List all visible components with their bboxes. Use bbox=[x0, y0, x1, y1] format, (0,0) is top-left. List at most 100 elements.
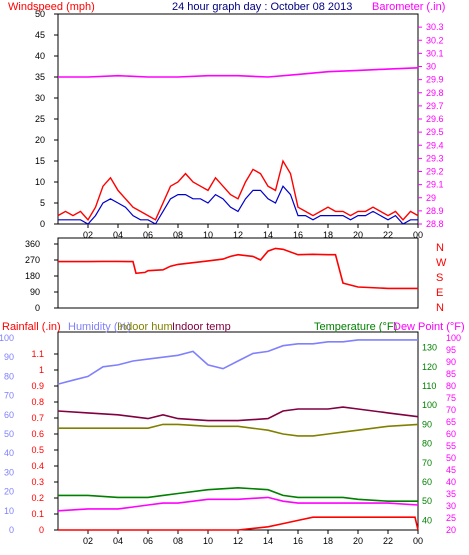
thr-xtick-label: 16 bbox=[293, 536, 303, 546]
thr-xtick-label: 22 bbox=[383, 536, 393, 546]
dewpoint-ytick-label: 30 bbox=[446, 501, 456, 511]
baro-ytick-label: 29.3 bbox=[426, 153, 444, 163]
rain-ytick-label: 0.7 bbox=[31, 413, 44, 423]
wind-xtick-label: 04 bbox=[113, 230, 123, 240]
temp-ytick-label: 80 bbox=[422, 439, 432, 449]
wind-ytick-label: 40 bbox=[35, 51, 45, 61]
rain-ytick-label: 0.1 bbox=[31, 509, 44, 519]
wind-xtick-label: 20 bbox=[353, 230, 363, 240]
thr-xtick-label: 08 bbox=[173, 536, 183, 546]
humidity-ytick-label: 80 bbox=[4, 371, 14, 381]
thr-xtick-label: 10 bbox=[203, 536, 213, 546]
temp-ytick-label: 130 bbox=[422, 343, 437, 353]
compass-label: E bbox=[436, 287, 443, 299]
baro-ytick-label: 28.8 bbox=[426, 219, 444, 229]
direction-line bbox=[58, 247, 418, 290]
wind-ytick-label: 30 bbox=[35, 93, 45, 103]
humidity-ytick-label: 0 bbox=[9, 525, 14, 535]
thr-xtick-label: 04 bbox=[113, 536, 123, 546]
dir-ytick-label: 270 bbox=[25, 255, 40, 265]
wind-xtick-label: 18 bbox=[323, 230, 333, 240]
humidity-ytick-label: 60 bbox=[4, 410, 14, 420]
dir-ytick-label: 90 bbox=[30, 287, 40, 297]
humidity-ytick-label: 10 bbox=[4, 506, 14, 516]
dir-ytick-label: 180 bbox=[25, 271, 40, 281]
wind-ytick-label: 10 bbox=[35, 177, 45, 187]
wind-xtick-label: 16 bbox=[293, 230, 303, 240]
baro-ytick-label: 29.4 bbox=[426, 140, 444, 150]
wind-ytick-label: 35 bbox=[35, 72, 45, 82]
compass-label: S bbox=[436, 272, 443, 284]
baro-ytick-label: 29.5 bbox=[426, 127, 444, 137]
rain-line bbox=[58, 516, 419, 531]
baro-ytick-label: 30.3 bbox=[426, 22, 444, 32]
indoor-temp-line bbox=[57, 406, 419, 422]
dewpoint-ytick-label: 60 bbox=[446, 429, 456, 439]
rain-ytick-label: 0.9 bbox=[31, 381, 44, 391]
temperature-line bbox=[58, 486, 418, 503]
humidity-ytick-label: 40 bbox=[4, 448, 14, 458]
baro-ytick-label: 29 bbox=[426, 193, 436, 203]
indoor-hum-line bbox=[58, 423, 419, 437]
indoor-hum-label: Indoor hum bbox=[117, 321, 173, 333]
baro-ytick-label: 29.2 bbox=[426, 167, 444, 177]
dewpoint-ytick-label: 25 bbox=[446, 513, 456, 523]
humidity-label: Humidity (%) bbox=[68, 321, 131, 333]
temp-ytick-label: 40 bbox=[422, 515, 432, 525]
wind-ytick-label: 20 bbox=[35, 135, 45, 145]
thr-xtick-label: 02 bbox=[83, 536, 93, 546]
rain-ytick-label: 0.5 bbox=[31, 445, 44, 455]
rain-ytick-label: 0.3 bbox=[31, 477, 44, 487]
wind-xtick-label: 14 bbox=[263, 230, 273, 240]
compass-label: W bbox=[436, 257, 447, 269]
wind-ytick-label: 5 bbox=[40, 198, 45, 208]
temp-ytick-label: 50 bbox=[422, 496, 432, 506]
rain-ytick-label: 1 bbox=[39, 365, 44, 375]
humidity-ytick-label: 70 bbox=[4, 391, 14, 401]
dewpoint-ytick-label: 90 bbox=[446, 357, 456, 367]
wind-xtick-label: 22 bbox=[383, 230, 393, 240]
compass-label: N bbox=[436, 302, 444, 314]
dewpoint-ytick-label: 100 bbox=[446, 333, 461, 343]
baro-ytick-label: 30.1 bbox=[426, 48, 444, 58]
temperature-label: Temperature (°F) bbox=[314, 321, 397, 333]
wind-xtick-label: 10 bbox=[203, 230, 213, 240]
baro-ytick-label: 29.9 bbox=[426, 75, 444, 85]
temp-ytick-label: 110 bbox=[422, 381, 436, 391]
dewpoint-ytick-label: 50 bbox=[446, 453, 456, 463]
wind-average-line bbox=[58, 185, 418, 225]
wind-xtick-label: 00 bbox=[413, 230, 423, 240]
humidity-ytick-label: 50 bbox=[4, 429, 14, 439]
wind-ytick-label: 50 bbox=[35, 9, 45, 19]
rain-ytick-label: 0.4 bbox=[31, 461, 44, 471]
dir-ytick-label: 0 bbox=[35, 303, 40, 313]
dewpoint-ytick-label: 85 bbox=[446, 369, 456, 379]
baro-ytick-label: 29.7 bbox=[426, 101, 444, 111]
thr-xtick-label: 14 bbox=[263, 536, 273, 546]
wind-ytick-label: 15 bbox=[35, 156, 45, 166]
wind-xtick-label: 08 bbox=[173, 230, 183, 240]
thr-xtick-label: 20 bbox=[353, 536, 363, 546]
dewpoint-ytick-label: 75 bbox=[446, 393, 456, 403]
humidity-ytick-label: 90 bbox=[4, 352, 14, 362]
thr-xtick-label: 18 bbox=[323, 536, 333, 546]
indoor-temp-label: Indoor temp bbox=[172, 321, 231, 333]
rain-ytick-label: 0.2 bbox=[31, 493, 44, 503]
temp-ytick-label: 90 bbox=[422, 419, 432, 429]
humidity-ytick-label: 100 bbox=[0, 333, 14, 343]
dewpoint-ytick-label: 95 bbox=[446, 345, 456, 355]
dewpoint-ytick-label: 65 bbox=[446, 417, 456, 427]
temp-ytick-label: 120 bbox=[422, 362, 437, 372]
thr-xtick-label: 00 bbox=[413, 536, 423, 546]
direction-frame bbox=[57, 237, 419, 309]
graph-title: 24 hour graph day : October 08 2013 bbox=[172, 1, 352, 13]
thr-xtick-label: 12 bbox=[233, 536, 243, 546]
wind-ytick-label: 25 bbox=[35, 114, 45, 124]
baro-ytick-label: 28.9 bbox=[426, 206, 444, 216]
humidity-ytick-label: 20 bbox=[4, 487, 14, 497]
rain-label: Rainfall (.in) bbox=[2, 321, 61, 333]
wind-ytick-label: 0 bbox=[40, 219, 45, 229]
wind-xtick-label: 12 bbox=[233, 230, 243, 240]
dewpoint-ytick-label: 55 bbox=[446, 441, 456, 451]
